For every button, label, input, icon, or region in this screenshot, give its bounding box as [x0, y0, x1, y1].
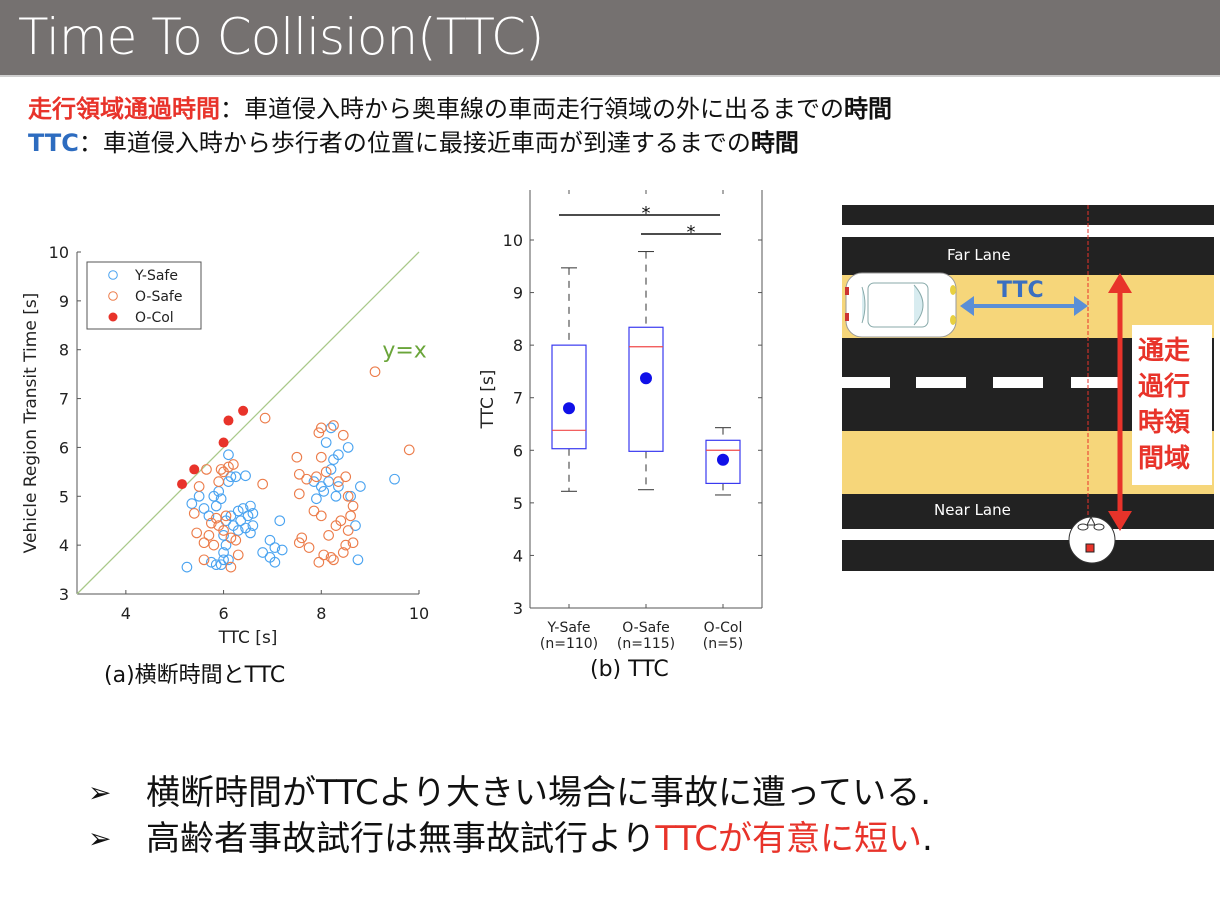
highlight-text: TTCが有意に短い — [655, 819, 923, 859]
box-plot: 3 4 5 6 7 8 9 10 TTC [s] Y-Safe(n=110) O-Safe(n=11… — [478, 190, 763, 652]
svg-text:O-Safe: O-Safe — [135, 289, 182, 305]
svg-text:*: * — [642, 203, 651, 224]
transit-time-label: 通走 過行 時領 間域 — [1138, 336, 1190, 474]
svg-text:8: 8 — [316, 604, 326, 623]
svg-text:(n=115): (n=115) — [617, 636, 675, 652]
svg-text:Y-Safe: Y-Safe — [134, 268, 178, 284]
svg-text:10: 10 — [503, 231, 523, 250]
svg-text:*: * — [687, 222, 696, 243]
svg-text:Vehicle Region Transit Time [s: Vehicle Region Transit Time [s] — [21, 293, 41, 554]
svg-text:O-Safe: O-Safe — [622, 620, 669, 636]
definition-text: 車道侵入時から歩行者の位置に最接近車両が到達するまでの — [102, 129, 751, 157]
car-icon — [845, 272, 957, 338]
svg-text:(n=5): (n=5) — [703, 636, 743, 652]
conclusion-1: ➢ 横断時間がTTCより大きい場合に事故に遭っている. — [88, 770, 933, 816]
term-transit-time: 走行領域通過時間 — [28, 95, 220, 123]
svg-text:TTC [s]: TTC [s] — [218, 628, 278, 648]
svg-text:4: 4 — [513, 546, 523, 565]
svg-text:TTC [s]: TTC [s] — [478, 370, 498, 430]
svg-text:時領: 時領 — [1138, 407, 1190, 438]
scatter-chart: 3 4 5 6 7 8 9 10 4 6 8 10 TTC [s] Vehicle Region Tran… — [21, 243, 429, 648]
scatter-axes: 3 4 5 6 7 8 9 10 4 6 8 10 TTC [s] Vehicle Region Tran… — [21, 243, 429, 648]
definition-ttc: TTC：車道侵入時から歩行者の位置に最接近車両が到達するまでの時間 — [28, 129, 799, 157]
svg-text:9: 9 — [513, 284, 523, 303]
svg-text:5: 5 — [59, 487, 69, 506]
near-lane-label: Near Lane — [934, 501, 1011, 519]
svg-text:(n=110): (n=110) — [540, 636, 598, 652]
definitions: 走行領域通過時間：車道侵入時から奥車線の車両走行領域の外に出るまでの時間 TTC… — [28, 92, 892, 160]
svg-text:8: 8 — [59, 341, 69, 360]
conclusions: ➢ 横断時間がTTCより大きい場合に事故に遭っている. ➢ 高齢者事故試行は無事… — [88, 770, 933, 862]
definition-transit-time: 走行領域通過時間：車道侵入時から奥車線の車両走行領域の外に出るまでの時間 — [28, 95, 892, 123]
box-axes: 3 4 5 6 7 8 9 10 TTC [s] Y-Safe(n=110) O-Safe(n=11… — [478, 190, 763, 652]
svg-text:O-Col: O-Col — [704, 620, 743, 636]
pedestrian-icon — [1068, 515, 1116, 564]
far-lane-label: Far Lane — [947, 246, 1011, 264]
svg-text:6: 6 — [59, 438, 69, 457]
svg-text:7: 7 — [59, 390, 69, 409]
svg-text:通走: 通走 — [1138, 336, 1190, 366]
svg-text:4: 4 — [59, 536, 69, 555]
svg-text:4: 4 — [121, 604, 131, 623]
box-items: ** — [551, 203, 741, 496]
svg-text:3: 3 — [59, 585, 69, 604]
svg-text:6: 6 — [513, 441, 523, 460]
svg-text:O-Col: O-Col — [135, 310, 174, 326]
bullet-arrow-icon: ➢ — [88, 776, 112, 809]
svg-text:10: 10 — [49, 243, 69, 262]
definition-text: 車道侵入時から奥車線の車両走行領域の外に出るまでの — [244, 95, 844, 123]
svg-text:9: 9 — [59, 292, 69, 311]
svg-text:10: 10 — [409, 604, 429, 623]
transit-arrow-icon — [1108, 273, 1132, 531]
svg-text:5: 5 — [513, 494, 523, 513]
slide-title: Time To Collision(TTC) — [18, 8, 544, 66]
svg-text:3: 3 — [513, 599, 523, 618]
term-ttc: TTC — [28, 129, 79, 157]
bullet-arrow-icon: ➢ — [88, 822, 112, 855]
slide-header: Time To Collision(TTC) — [0, 0, 1220, 77]
svg-text:7: 7 — [513, 389, 523, 408]
svg-text:Y-Safe: Y-Safe — [547, 620, 591, 636]
svg-text:8: 8 — [513, 336, 523, 355]
ttc-label: TTC — [997, 278, 1044, 303]
ttc-arrow-icon — [960, 296, 1088, 316]
svg-text:6: 6 — [218, 604, 228, 623]
svg-text:y=x: y=x — [382, 339, 426, 364]
road-diagram: Far Lane Near Lane TTC 通走 過行 時領 間域 — [842, 205, 1214, 571]
scatter-legend: Y-Safe O-Safe O-Col — [86, 261, 202, 330]
caption-b: (b) TTC — [590, 657, 669, 682]
svg-text:間域: 間域 — [1138, 444, 1190, 474]
svg-text:過行: 過行 — [1138, 371, 1190, 402]
scatter-points — [177, 366, 415, 573]
conclusion-2: ➢ 高齢者事故試行は無事故試行より TTCが有意に短い. — [88, 816, 933, 862]
caption-a: (a)横断時間とTTC — [104, 663, 286, 688]
